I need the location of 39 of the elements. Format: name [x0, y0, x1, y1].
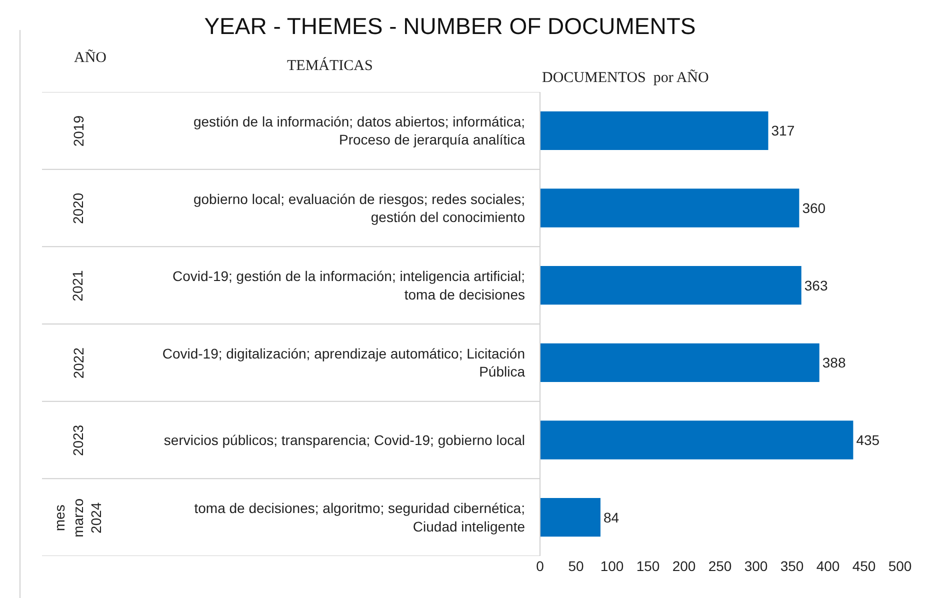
text: 2021 [70, 270, 86, 302]
bar [540, 343, 820, 382]
x-tick-label: 100 [600, 558, 624, 574]
x-tick-label: 200 [672, 558, 696, 574]
text: TEMÁTICAS [287, 57, 373, 74]
x-tick-label: 400 [816, 558, 840, 574]
x-tick-label: 150 [636, 558, 660, 574]
data-label: 363 [804, 277, 828, 294]
data-label: 317 [771, 122, 795, 139]
data-label: 360 [802, 200, 826, 216]
x-tick-label: 50 [568, 558, 584, 574]
chart-title: YEAR - THEMES - NUMBER OF DOCUMENTS [204, 13, 696, 40]
data-label: 388 [822, 354, 846, 371]
bar [540, 420, 854, 460]
y-tick-label: Covid-19; gestión de la información; inteligencia artificial; toma de decisiones [172, 268, 525, 302]
text: DOCUMENTOS por AÑO [542, 69, 709, 86]
bar [540, 266, 802, 305]
text: 2019 [70, 115, 86, 147]
text: mes marzo 2024 [52, 498, 104, 538]
text: 2020 [70, 192, 86, 224]
x-tick-label: 0 [536, 558, 544, 574]
x-tick-label: 500 [888, 558, 912, 574]
x-tick-label: 300 [744, 558, 768, 574]
x-tick-label: 450 [852, 558, 876, 574]
y-tick-label: toma de decisiones; algoritmo; seguridad cibernética; Ciudad inteligente [194, 500, 526, 534]
bar [540, 111, 768, 150]
y-tick-label: gobierno local; evaluación de riesgos; redes sociales; gestión del conocimiento [193, 190, 526, 225]
x-tick-label: 250 [708, 558, 732, 574]
bar [540, 188, 800, 228]
data-label: 84 [603, 509, 620, 526]
data-label: 435 [856, 432, 880, 448]
y-tick-label: Covid-19; digitalización; aprendizaje automático; Licitación Pública [162, 345, 526, 380]
y-tick-label: gestión de la información; datos abiertos; informática; Proceso de jerarquía analítica [193, 113, 526, 148]
bar [540, 498, 600, 537]
text: 2022 [70, 347, 86, 379]
y-tick-label: servicios públicos; transparencia; Covid-19; gobierno local [164, 432, 525, 448]
x-tick-label: 350 [780, 558, 804, 574]
text: 2023 [70, 424, 86, 456]
text: AÑO [74, 49, 107, 66]
